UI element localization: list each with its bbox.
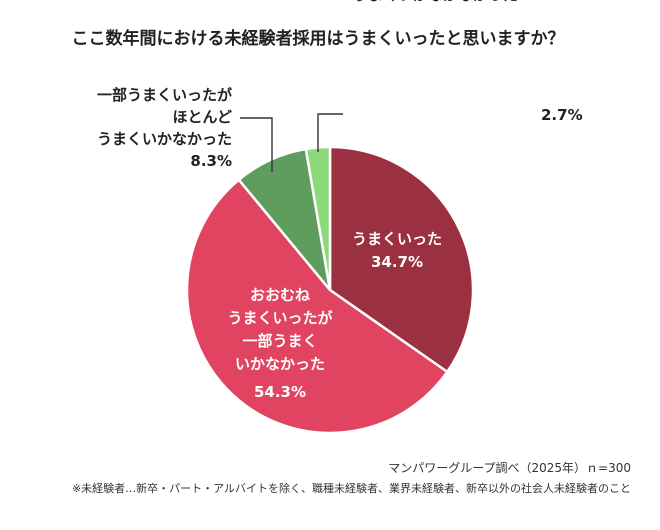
chart-title: ここ数年間における未経験者採用はうまくいったと思いますか？ — [72, 28, 565, 49]
slice-label-2: いかなかった — [235, 355, 325, 373]
leader-lines — [240, 113, 343, 172]
slice-label-2: おおむね — [250, 286, 310, 304]
pie-slices — [185, 145, 475, 435]
slice-label-2: 一部うまく — [242, 332, 317, 350]
slice-label-3: うまくいかなかった — [97, 130, 232, 148]
leader-line-4 — [317, 113, 343, 152]
slice-label-3: 一部うまくいったが — [97, 86, 233, 104]
slice-label-1: うまくいった — [352, 230, 442, 248]
slice-value-2: 54.3% — [254, 383, 306, 401]
slice-value-4: 2.7% — [541, 106, 583, 124]
slice-label-3: ほとんど — [172, 108, 232, 126]
slice-value-3: 8.3% — [190, 152, 232, 170]
slice-value-1: 34.7% — [371, 253, 423, 271]
source-text: マンパワーグループ調べ（2025年）ｎ=300 — [388, 461, 631, 475]
leader-line-3 — [240, 117, 273, 172]
pie-slice-1 — [328, 145, 475, 374]
slice-label-2: うまくいったが — [227, 309, 333, 327]
footnote-text: ※未経験者…新卒・パート・アルバイトを除く、職種未経験者、業界未経験者、新卒以外… — [72, 481, 631, 495]
slice-label-4: うまくいかなかなかった — [353, 0, 518, 4]
pie-slice-2 — [185, 178, 449, 435]
